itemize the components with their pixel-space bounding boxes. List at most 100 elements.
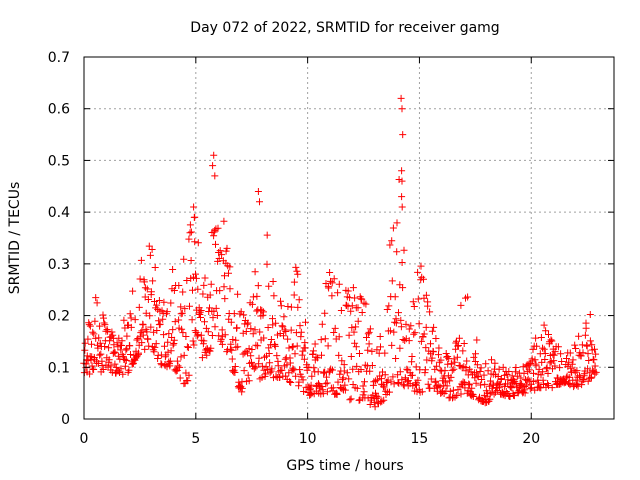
data-point [343, 369, 351, 377]
data-point [221, 272, 228, 280]
x-tick-label: 10 [299, 431, 317, 447]
data-point [335, 333, 343, 341]
data-point [221, 331, 229, 339]
data-point [569, 356, 577, 364]
data-point [173, 365, 180, 373]
data-point [240, 367, 248, 375]
data-point [341, 381, 349, 389]
data-point [424, 380, 432, 388]
data-point [133, 336, 141, 344]
data-point [266, 359, 274, 367]
data-point [372, 377, 380, 385]
data-point [318, 351, 325, 359]
data-point [154, 355, 162, 362]
data-point [520, 369, 528, 377]
data-point [214, 257, 222, 265]
data-point [394, 379, 402, 386]
data-point [185, 235, 193, 243]
data-point [93, 299, 101, 307]
data-point [107, 362, 115, 370]
data-point [431, 365, 439, 373]
data-point [476, 393, 483, 401]
data-points [80, 94, 600, 411]
data-point [96, 339, 104, 347]
data-point [421, 366, 429, 374]
data-point [339, 376, 346, 384]
data-point [264, 324, 272, 331]
data-point [105, 344, 113, 352]
data-point [137, 256, 145, 264]
data-point [217, 335, 225, 343]
data-point [450, 355, 458, 363]
data-point [186, 221, 194, 229]
data-point [184, 344, 192, 351]
data-point [194, 239, 202, 247]
data-point [323, 388, 331, 396]
data-point [208, 332, 216, 339]
data-point [318, 383, 326, 390]
data-point [524, 375, 532, 383]
data-point [405, 337, 413, 345]
data-point [408, 353, 416, 360]
x-tick-label: 5 [191, 431, 200, 447]
data-point [566, 349, 574, 357]
data-point [529, 378, 537, 385]
data-point [150, 328, 158, 336]
data-point [300, 388, 308, 395]
data-point [110, 348, 118, 356]
data-point [284, 303, 292, 310]
data-point [207, 280, 215, 288]
data-point [288, 343, 296, 351]
data-point [366, 401, 374, 408]
data-point [167, 299, 175, 307]
data-point [407, 322, 415, 330]
data-point [255, 354, 263, 362]
data-point [138, 327, 146, 335]
data-point [372, 389, 379, 397]
data-point [428, 327, 436, 335]
data-point [471, 374, 479, 382]
data-point [584, 350, 592, 358]
data-point [248, 358, 255, 366]
data-point [207, 344, 215, 352]
data-point [273, 352, 281, 360]
data-point [245, 377, 253, 385]
data-point [542, 365, 550, 373]
data-point [210, 232, 218, 240]
data-point [101, 343, 109, 350]
data-point [546, 359, 554, 367]
data-point [388, 277, 396, 285]
data-point [325, 284, 333, 292]
data-point [453, 337, 460, 345]
data-point [290, 278, 298, 286]
data-point [191, 213, 199, 221]
data-point [497, 375, 505, 383]
data-point [470, 353, 478, 361]
data-point [309, 347, 317, 355]
data-point [356, 350, 363, 357]
data-point [388, 237, 396, 245]
data-point [180, 255, 188, 263]
data-point [263, 260, 271, 268]
data-point [281, 326, 289, 334]
data-point [81, 346, 89, 354]
data-point [252, 363, 260, 371]
data-point [412, 363, 420, 371]
data-point [317, 336, 325, 344]
data-point [451, 358, 459, 366]
data-point [389, 373, 397, 381]
data-point [140, 278, 148, 286]
data-point [398, 203, 406, 211]
data-point [334, 378, 342, 386]
data-point [399, 131, 407, 139]
data-point [243, 320, 251, 328]
data-point [85, 319, 93, 327]
data-point [281, 355, 289, 363]
data-point [211, 172, 219, 180]
data-point [454, 342, 462, 349]
data-point [433, 362, 441, 370]
data-point [319, 390, 327, 398]
data-point [411, 329, 419, 337]
data-point [197, 307, 205, 314]
data-point [495, 365, 503, 373]
